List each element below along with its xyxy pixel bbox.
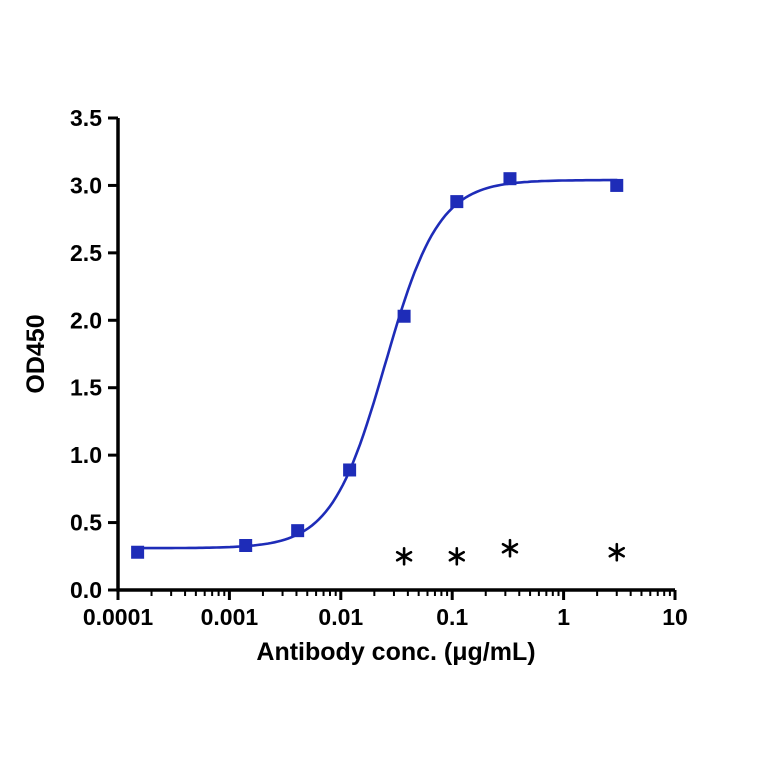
data-point-square — [610, 178, 624, 192]
dose-response-fit-curve — [136, 178, 619, 550]
fit-curve-layer — [136, 178, 619, 550]
x-tick-label: 10 — [662, 604, 688, 630]
y-tick-label: 0.0 — [70, 577, 102, 603]
axis-spine — [116, 118, 675, 592]
x-tick-label: 0.001 — [201, 604, 259, 630]
data-point-square — [450, 195, 464, 209]
data-point-square — [131, 545, 145, 559]
control-asterisk — [448, 546, 466, 566]
y-axis-label: OD450 — [22, 314, 50, 393]
x-tick-label: 0.01 — [318, 604, 363, 630]
asterisk-stroke — [608, 546, 626, 558]
data-point-square — [291, 524, 305, 538]
y-tick-label: 2.5 — [70, 240, 102, 266]
x-tick-label: 0.1 — [436, 604, 468, 630]
data-point-square — [397, 309, 411, 323]
x-tick-label: 1 — [557, 604, 570, 630]
axes: 0.0 0.5 1.0 1.5 2.0 2.5 3.0 3.5 0.0001 0.001 0.01 0… — [70, 105, 688, 630]
data-point-square — [343, 463, 357, 477]
asterisk-stroke — [448, 550, 466, 562]
data-points-layer — [131, 172, 626, 566]
y-tick-label: 3.5 — [70, 105, 102, 131]
y-tick-label: 1.5 — [70, 375, 102, 401]
x-tick-label: 0.0001 — [83, 604, 154, 630]
control-asterisk — [395, 546, 413, 566]
control-asterisk — [608, 542, 626, 562]
y-tick-label: 1.0 — [70, 442, 102, 468]
asterisk-stroke — [501, 542, 519, 554]
control-asterisk — [501, 538, 519, 558]
x-axis-label: Antibody conc. (μg/mL) — [256, 638, 535, 666]
data-point-square — [239, 538, 253, 552]
y-tick-label: 2.0 — [70, 307, 102, 333]
y-tick-label: 3.0 — [70, 172, 102, 198]
data-point-square — [503, 172, 517, 186]
y-tick-label: 0.5 — [70, 510, 102, 536]
asterisk-stroke — [395, 550, 413, 562]
